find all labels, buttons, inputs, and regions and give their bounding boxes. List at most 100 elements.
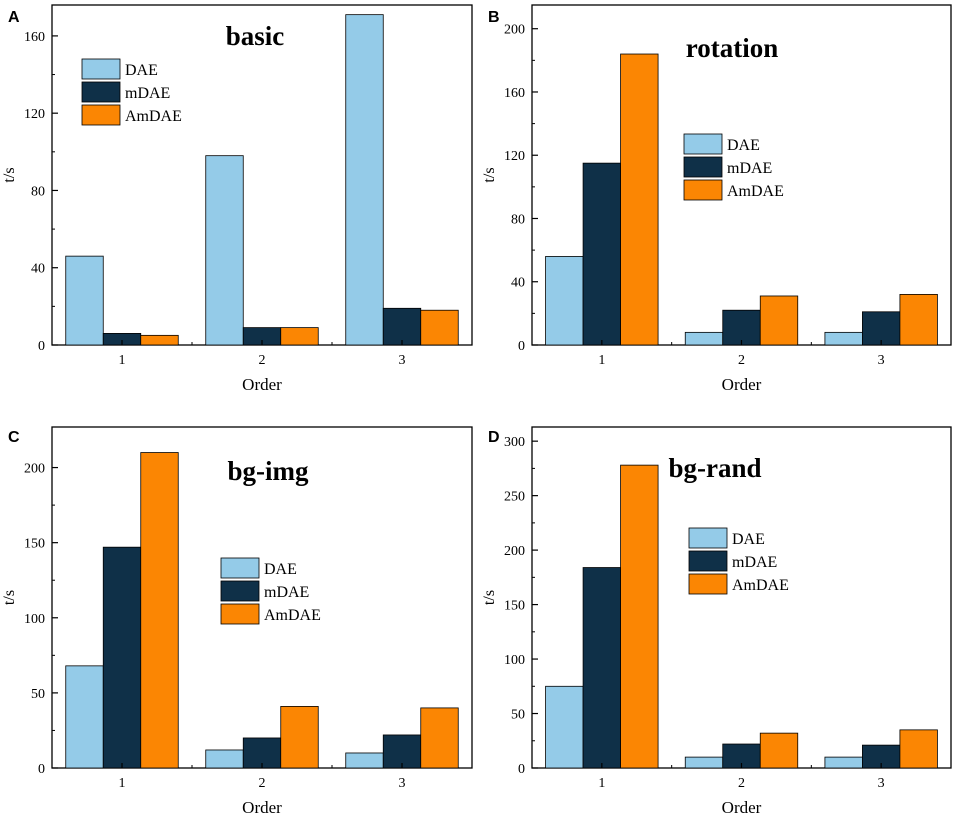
y-tick-label: 200	[24, 462, 45, 477]
chart-panel-d: 1 2 3 0 50 100 150 200 250 300 Order t/s bg-rand D DAE…	[481, 426, 952, 817]
x-axis-label: Order	[242, 375, 282, 394]
bar-mdae-3	[382, 307, 422, 346]
y-tick-label: 120	[24, 107, 45, 122]
legend-swatch-dae	[688, 527, 728, 549]
y-tick-label: 0	[518, 762, 525, 777]
legend-swatch-dae	[81, 58, 121, 80]
x-tick-label: 3	[399, 776, 406, 791]
bar-dae-2	[205, 155, 244, 346]
bar-dae-2	[684, 756, 724, 769]
legend-swatch-amdae	[81, 104, 121, 126]
y-tick-label: 50	[511, 708, 525, 723]
bar-amdae-3	[899, 729, 938, 769]
x-tick-label: 2	[259, 353, 266, 368]
bar-mdae-2	[722, 309, 761, 346]
bar-amdae-1	[140, 334, 179, 346]
legend-swatch-amdae	[683, 179, 723, 201]
bar-dae-3	[345, 752, 384, 769]
bar-mdae-1	[582, 162, 621, 346]
legend-swatch-mdae	[220, 580, 260, 602]
x-axis-label: Order	[722, 375, 762, 394]
legend-label-mdae: mDAE	[732, 554, 777, 571]
legend: DAE mDAE AmDAE	[683, 133, 784, 201]
y-tick-label: 120	[504, 149, 525, 164]
y-tick-label: 0	[38, 339, 45, 354]
plot-frame	[51, 4, 473, 346]
legend-label-amdae: AmDAE	[727, 183, 784, 200]
y-tick-label: 200	[504, 544, 525, 559]
legend-label-dae: DAE	[264, 561, 297, 578]
bar-amdae-2	[280, 706, 319, 769]
legend-label-mdae: mDAE	[125, 85, 170, 102]
chart-title: rotation	[686, 33, 779, 63]
x-tick-label: 3	[878, 776, 885, 791]
bar-mdae-3	[862, 311, 901, 346]
bar-amdae-1	[620, 464, 659, 769]
y-axis-label: t/s	[481, 590, 498, 605]
x-tick-label: 3	[878, 353, 885, 368]
y-tick-label: 250	[504, 490, 525, 505]
y-tick-label: 100	[24, 612, 45, 627]
legend: DAE mDAE AmDAE	[688, 527, 789, 595]
bar-dae-3	[824, 756, 863, 769]
legend-label-amdae: AmDAE	[264, 607, 321, 624]
y-tick-label: 40	[511, 276, 525, 291]
legend-swatch-dae	[220, 557, 260, 579]
bar-dae-2	[205, 749, 244, 769]
chart-panel-b: 1 2 3 0 40 80 120 160 200 Order t/s rotation B DAE mDA…	[481, 4, 952, 394]
legend-label-dae: DAE	[732, 531, 765, 548]
bar-amdae-2	[759, 732, 799, 769]
legend-swatch-mdae	[81, 81, 121, 103]
chart-panel-a: 1 2 3 0 40 80 120 160 Order t/s basic A DAE mDAE AmDAE	[1, 4, 473, 394]
bar-dae-3	[345, 14, 384, 346]
y-tick-label: 200	[504, 23, 525, 38]
legend-swatch-amdae	[220, 603, 260, 625]
legend-swatch-amdae	[688, 573, 728, 595]
bar-dae-1	[65, 665, 104, 769]
chart-title: bg-img	[228, 456, 310, 486]
legend-label-amdae: AmDAE	[732, 577, 789, 594]
bar-mdae-1	[582, 567, 621, 769]
bar-amdae-3	[420, 309, 459, 346]
y-tick-label: 0	[38, 762, 45, 777]
y-tick-label: 80	[31, 184, 45, 199]
y-tick-label: 160	[504, 86, 525, 101]
panel-label: A	[8, 9, 20, 26]
legend-swatch-dae	[683, 133, 723, 155]
y-tick-label: 50	[31, 687, 45, 702]
x-tick-label: 2	[738, 776, 745, 791]
bar-amdae-2	[280, 327, 319, 346]
bar-dae-1	[545, 256, 584, 346]
x-tick-label: 1	[119, 353, 126, 368]
bar-dae-1	[545, 685, 584, 769]
bar-amdae-3	[420, 707, 459, 769]
bar-amdae-1	[620, 53, 659, 346]
legend-label-mdae: mDAE	[727, 160, 772, 177]
bar-mdae-1	[102, 546, 142, 769]
legend-label-dae: DAE	[125, 62, 158, 79]
x-tick-label: 1	[598, 776, 605, 791]
legend-label-dae: DAE	[727, 137, 760, 154]
chart-title: basic	[226, 21, 285, 51]
bar-mdae-3	[382, 734, 422, 769]
x-tick-label: 1	[119, 776, 126, 791]
x-axis-label: Order	[242, 798, 282, 817]
bar-dae-2	[684, 331, 724, 346]
x-tick-label: 3	[399, 353, 406, 368]
panel-label: C	[8, 429, 20, 446]
y-tick-label: 300	[504, 435, 525, 450]
legend: DAE mDAE AmDAE	[220, 557, 321, 625]
y-tick-label: 150	[504, 599, 525, 614]
y-tick-label: 80	[511, 212, 525, 227]
chart-title: bg-rand	[668, 453, 761, 483]
bar-dae-3	[824, 331, 863, 346]
y-tick-label: 40	[31, 262, 45, 277]
y-tick-label: 100	[504, 653, 525, 668]
x-tick-label: 2	[259, 776, 266, 791]
bar-dae-1	[65, 255, 104, 346]
bar-mdae-2	[242, 737, 282, 769]
bar-amdae-1	[140, 452, 179, 769]
bar-amdae-3	[899, 293, 938, 346]
x-tick-label: 2	[738, 353, 745, 368]
